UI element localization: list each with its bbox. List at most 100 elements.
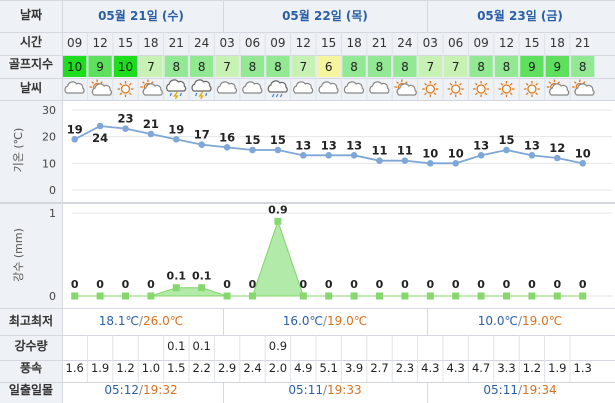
- temperature-point: [249, 146, 256, 154]
- cloud-shape: [318, 81, 339, 94]
- golf-index-value: 10: [67, 60, 82, 74]
- precip-value: 0.1: [167, 339, 185, 353]
- hour-label: 15: [118, 36, 133, 50]
- rainfall-label: 0: [376, 278, 384, 291]
- golf-index-cell: [418, 56, 442, 77]
- day-2-sun: 05:11/19:33: [288, 383, 361, 397]
- golf-index-value: 8: [249, 60, 257, 74]
- sun-ray: [459, 92, 462, 96]
- rainfall-marker: [452, 292, 460, 300]
- temperature-point: [274, 146, 282, 154]
- day-2-sunrise: 05:11: [288, 383, 323, 397]
- sun-ray: [449, 92, 453, 96]
- temperature-label: 13: [473, 138, 489, 152]
- day-1-sunrise: 05:12: [104, 383, 139, 397]
- rain-cloud-icon: [267, 80, 288, 98]
- weather-row-label: 날씨: [20, 81, 42, 95]
- hour-label: 18: [550, 36, 565, 50]
- day-2-sunset: 19:33: [327, 383, 362, 397]
- sun-ray: [474, 92, 478, 96]
- sun-ray: [500, 92, 504, 96]
- rainfall-marker: [274, 217, 282, 225]
- wind-value: 1.6: [66, 361, 84, 375]
- sun-ray: [128, 82, 132, 86]
- rainfall-marker: [147, 292, 155, 300]
- golf-index-cell: [291, 56, 315, 77]
- golf-index-value: 7: [299, 60, 307, 74]
- temperature-point: [503, 146, 510, 154]
- wind-value: 1.0: [142, 361, 160, 375]
- temperature-label: 24: [92, 131, 108, 145]
- cloud-shape: [142, 83, 163, 96]
- sun-ray: [91, 81, 95, 84]
- minmax-row-label: 최고최저: [9, 313, 53, 328]
- day-2-min: 16.0℃: [283, 314, 323, 328]
- hour-label: 09: [473, 36, 488, 50]
- sun-disc: [501, 84, 512, 94]
- sun-ray: [500, 82, 504, 86]
- rain-tick-label: 1: [49, 207, 56, 220]
- lightning-bolt: [198, 91, 204, 100]
- rainfall-label: 0: [528, 278, 536, 291]
- temperature-label: 11: [371, 144, 387, 158]
- cloud-shape: [242, 81, 263, 94]
- rainfall-label: 0.9: [268, 203, 288, 216]
- golf-index-value: 8: [503, 60, 511, 74]
- sun-ray: [433, 92, 437, 96]
- rainfall-marker: [553, 292, 561, 300]
- rainfall-marker: [299, 292, 307, 300]
- golf-index-cell: [113, 56, 138, 77]
- golf-index-value: 8: [274, 60, 282, 74]
- rain-drop: [179, 92, 182, 97]
- rainfall-marker: [223, 292, 231, 300]
- hour-label: 12: [296, 36, 311, 50]
- hour-label: 21: [169, 36, 184, 50]
- cloud-shape: [369, 81, 390, 94]
- day-2-minmax: 16.0℃/19.0℃: [283, 314, 367, 328]
- wind-value: 1.2: [523, 361, 541, 375]
- wind-value: 2.4: [243, 361, 261, 375]
- wind-value: 1.2: [116, 361, 134, 375]
- golf-index-cell: [367, 56, 392, 77]
- temperature-point: [528, 152, 536, 159]
- bottom-table-bg: [0, 308, 615, 403]
- sun-ray: [100, 81, 103, 84]
- precip-value: 0.9: [269, 339, 287, 353]
- rainfall-label: 0: [477, 278, 485, 291]
- sun-ray: [128, 92, 132, 96]
- rain-tick-label: 0: [49, 290, 56, 303]
- sun-cloud-icon: [572, 79, 595, 96]
- hour-label: 12: [92, 36, 107, 50]
- sun-ray: [535, 92, 539, 96]
- golf-index-cell: [444, 56, 468, 77]
- hour-label: 03: [423, 36, 438, 50]
- temperature-label: 19: [67, 122, 83, 136]
- sun-ray: [449, 82, 453, 86]
- cloud-shape: [267, 80, 288, 93]
- temperature-point: [427, 160, 434, 167]
- temperature-point: [147, 130, 155, 138]
- sun-ray: [582, 81, 586, 84]
- rainfall-label: 0.1: [192, 270, 212, 283]
- cloud-shape: [396, 83, 417, 96]
- cloud-shape: [293, 81, 314, 94]
- hour-label: 09: [67, 36, 82, 50]
- golf-index-cell: [317, 56, 341, 77]
- golf-index-cell: [63, 56, 87, 77]
- wind-value: 4.7: [472, 361, 490, 375]
- precip-row-label: 강수량: [14, 339, 47, 353]
- sun-ray: [525, 82, 529, 86]
- golf-index-value: 8: [350, 60, 358, 74]
- sun-ray: [119, 82, 123, 86]
- rainfall-label: 0: [325, 278, 333, 291]
- golf-index-value: 9: [553, 60, 561, 74]
- golf-index-value: 8: [401, 60, 409, 74]
- sun-ray: [404, 81, 408, 84]
- temperature-label: 10: [422, 146, 438, 160]
- sun-disc: [527, 84, 537, 94]
- cloud-shape: [91, 83, 112, 96]
- day-1-sun: 05:12/19:32: [104, 383, 177, 397]
- temperature-label: 15: [498, 133, 514, 147]
- day-3-sun: 05:11/19:34: [483, 383, 556, 397]
- golf-index-cell: [545, 56, 569, 77]
